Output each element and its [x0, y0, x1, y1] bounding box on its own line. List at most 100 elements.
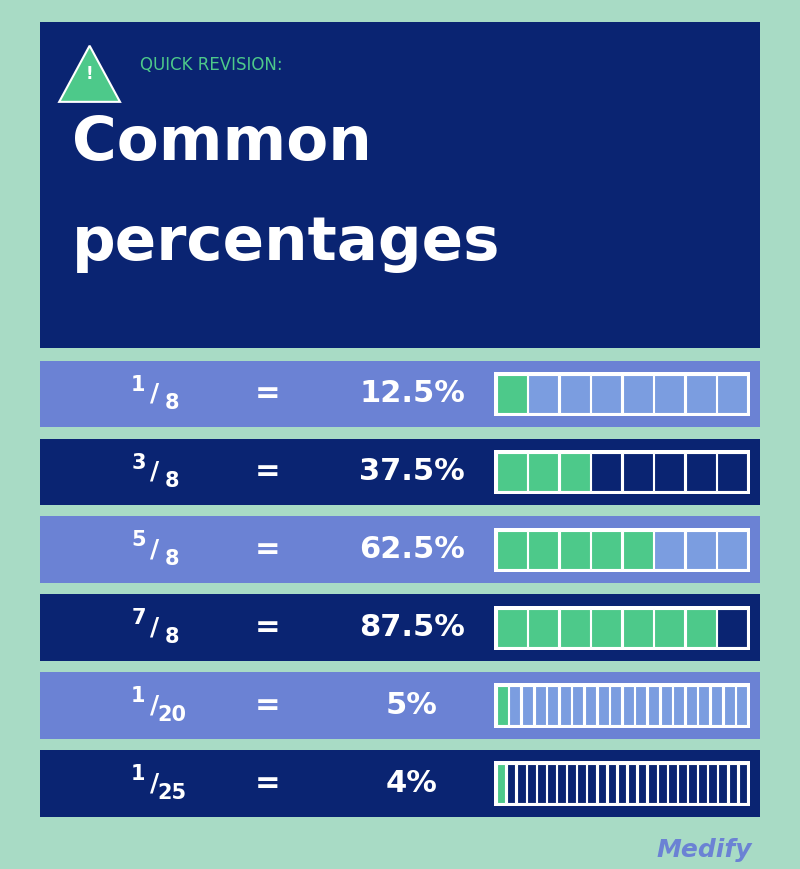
FancyBboxPatch shape: [40, 22, 760, 348]
Bar: [686, 687, 697, 725]
Bar: [673, 687, 684, 725]
Bar: [718, 608, 747, 647]
Text: QUICK REVISION:: QUICK REVISION:: [140, 56, 282, 74]
Text: 62.5%: 62.5%: [359, 535, 465, 564]
Bar: [494, 606, 750, 650]
Bar: [698, 765, 707, 803]
Bar: [494, 527, 750, 572]
Bar: [572, 687, 583, 725]
Bar: [560, 531, 590, 569]
Bar: [678, 765, 686, 803]
Text: 20: 20: [158, 705, 186, 725]
Bar: [622, 531, 653, 569]
Bar: [635, 687, 646, 725]
Bar: [688, 765, 697, 803]
Bar: [494, 683, 750, 728]
Bar: [591, 453, 622, 491]
Bar: [560, 453, 590, 491]
Text: =: =: [255, 691, 281, 720]
Bar: [711, 687, 722, 725]
Bar: [723, 687, 734, 725]
Bar: [622, 608, 653, 647]
Bar: [507, 765, 515, 803]
Bar: [517, 765, 526, 803]
FancyBboxPatch shape: [40, 750, 760, 817]
Bar: [497, 608, 526, 647]
Bar: [494, 450, 750, 494]
Bar: [537, 765, 546, 803]
Text: /: /: [150, 693, 159, 718]
Bar: [528, 608, 558, 647]
FancyBboxPatch shape: [40, 594, 760, 661]
Bar: [547, 687, 558, 725]
Bar: [622, 687, 634, 725]
Bar: [510, 687, 521, 725]
Bar: [686, 608, 716, 647]
Text: =: =: [255, 614, 281, 642]
Bar: [494, 761, 750, 806]
Text: =: =: [255, 380, 281, 408]
Bar: [638, 765, 646, 803]
FancyBboxPatch shape: [40, 361, 760, 428]
Bar: [560, 687, 571, 725]
Text: =: =: [255, 535, 281, 564]
Bar: [591, 608, 622, 647]
Text: 1: 1: [131, 764, 146, 784]
Bar: [622, 375, 653, 413]
Bar: [585, 687, 596, 725]
Bar: [591, 375, 622, 413]
Bar: [497, 531, 526, 569]
Text: 8: 8: [165, 394, 179, 414]
Bar: [686, 453, 716, 491]
Bar: [497, 453, 526, 491]
Bar: [497, 687, 508, 725]
Bar: [547, 765, 556, 803]
Text: Medify: Medify: [657, 838, 752, 862]
Bar: [528, 531, 558, 569]
Text: 8: 8: [165, 627, 179, 647]
Text: 8: 8: [165, 471, 179, 491]
Bar: [718, 531, 747, 569]
Text: /: /: [150, 538, 159, 561]
Text: 5%: 5%: [386, 691, 438, 720]
FancyBboxPatch shape: [40, 673, 760, 739]
Text: /: /: [150, 616, 159, 640]
Text: !: !: [86, 65, 94, 83]
Bar: [527, 765, 535, 803]
Bar: [661, 687, 672, 725]
Bar: [729, 765, 738, 803]
Text: 8: 8: [165, 549, 179, 569]
Bar: [709, 765, 717, 803]
Bar: [686, 531, 716, 569]
Bar: [497, 765, 506, 803]
Bar: [528, 453, 558, 491]
Bar: [654, 608, 684, 647]
Bar: [567, 765, 576, 803]
Text: /: /: [150, 460, 159, 484]
Bar: [598, 765, 606, 803]
Bar: [668, 765, 677, 803]
Bar: [587, 765, 596, 803]
Bar: [528, 375, 558, 413]
Text: 7: 7: [131, 608, 146, 628]
Bar: [738, 765, 747, 803]
Bar: [648, 687, 659, 725]
Bar: [558, 765, 566, 803]
Bar: [522, 687, 533, 725]
Text: 1: 1: [131, 375, 146, 395]
Bar: [654, 453, 684, 491]
Bar: [534, 687, 546, 725]
Bar: [497, 375, 526, 413]
Bar: [736, 687, 747, 725]
Bar: [654, 375, 684, 413]
Text: 12.5%: 12.5%: [359, 380, 465, 408]
FancyBboxPatch shape: [40, 516, 760, 583]
Text: 3: 3: [131, 453, 146, 473]
Text: 5: 5: [131, 530, 146, 550]
Bar: [654, 531, 684, 569]
Bar: [618, 765, 626, 803]
Text: 37.5%: 37.5%: [359, 457, 465, 487]
Bar: [686, 375, 716, 413]
Text: =: =: [255, 457, 281, 487]
Bar: [610, 687, 622, 725]
